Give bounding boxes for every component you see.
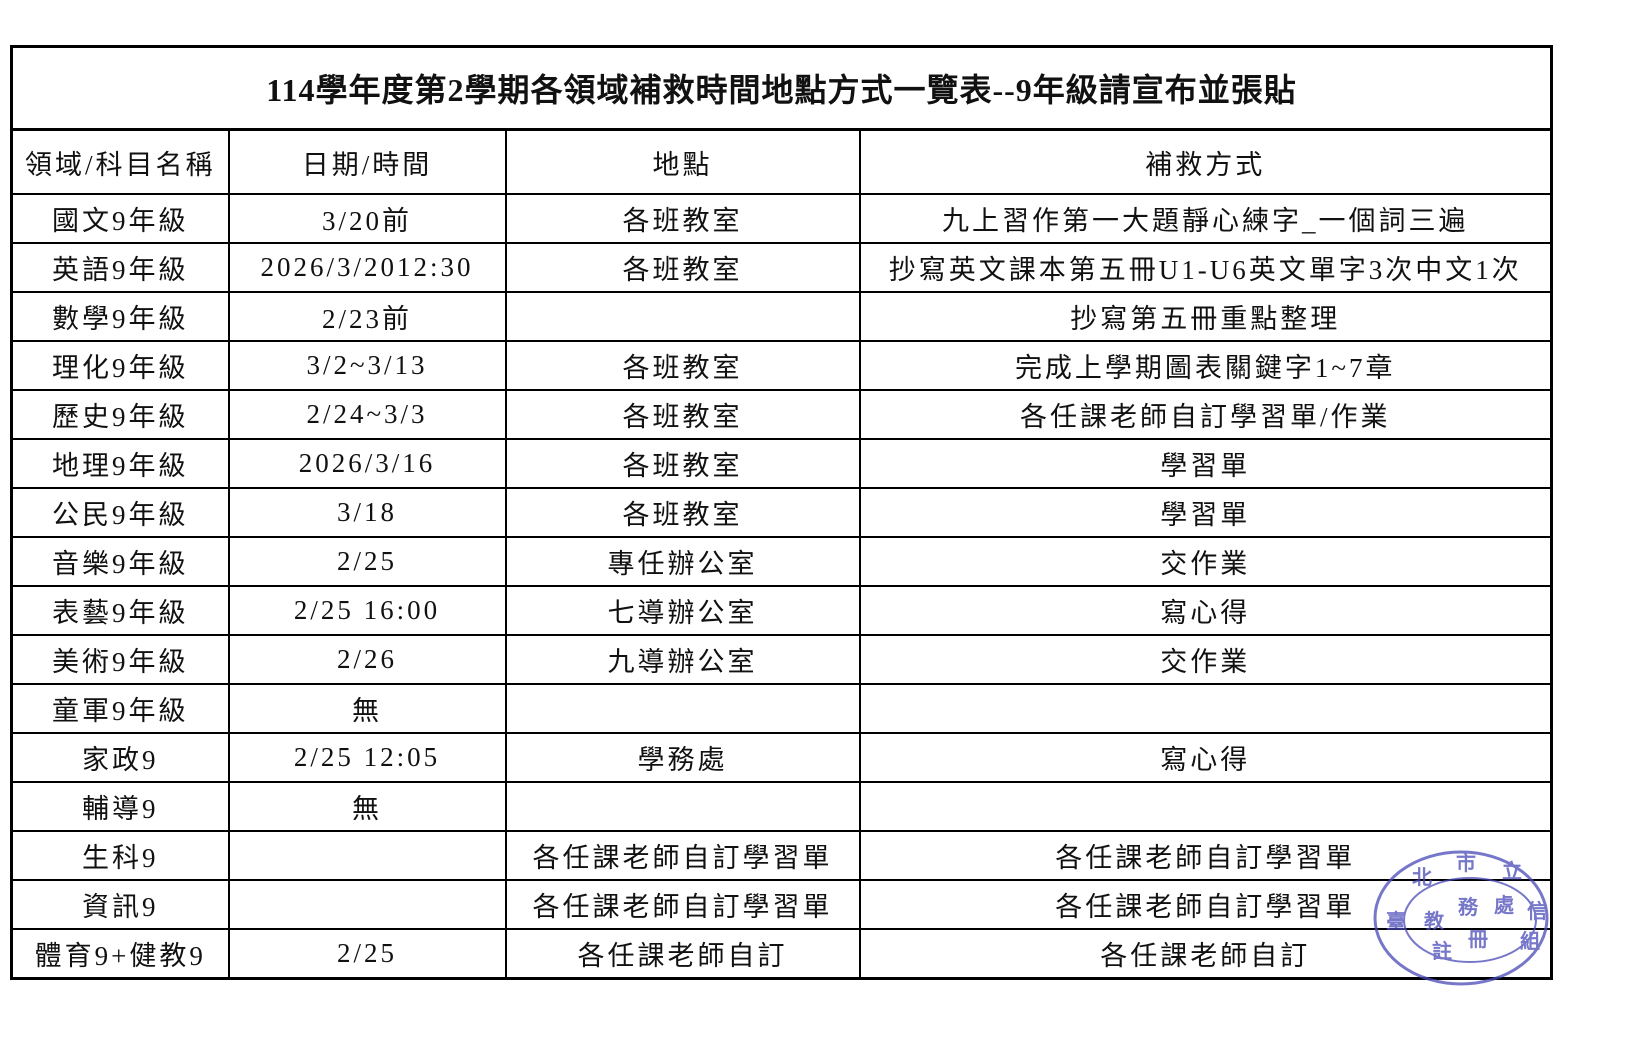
svg-text:冊: 冊 bbox=[1468, 927, 1488, 951]
table-row: 數學9年級 2/23前 抄寫第五冊重點整理 bbox=[10, 291, 1553, 342]
cell-date-time: 無 bbox=[227, 781, 507, 832]
table-row: 歷史9年級 2/24~3/3 各班教室 各任課老師自訂學習單/作業 bbox=[10, 389, 1553, 440]
cell-date-time: 無 bbox=[227, 683, 507, 734]
cell-method bbox=[858, 781, 1553, 832]
svg-text:註: 註 bbox=[1432, 939, 1452, 963]
cell-subject: 英語9年級 bbox=[10, 242, 230, 293]
cell-subject: 生科9 bbox=[10, 830, 230, 881]
cell-method: 各任課老師自訂 bbox=[858, 928, 1553, 980]
cell-method: 各任課老師自訂學習單 bbox=[858, 879, 1553, 930]
cell-location: 七導辦公室 bbox=[504, 585, 861, 636]
cell-location: 各班教室 bbox=[504, 340, 861, 391]
svg-text:處: 處 bbox=[1494, 893, 1514, 917]
cell-method bbox=[858, 683, 1553, 734]
cell-date-time: 2/24~3/3 bbox=[227, 389, 507, 440]
cell-date-time: 2/26 bbox=[227, 634, 507, 685]
cell-subject: 家政9 bbox=[10, 732, 230, 783]
svg-text:市: 市 bbox=[1456, 851, 1476, 875]
cell-subject: 表藝9年級 bbox=[10, 585, 230, 636]
table-row: 表藝9年級 2/25 16:00 七導辦公室 寫心得 bbox=[10, 585, 1553, 636]
cell-subject: 歷史9年級 bbox=[10, 389, 230, 440]
cell-location: 專任辦公室 bbox=[504, 536, 861, 587]
cell-date-time: 3/20前 bbox=[227, 193, 507, 244]
cell-date-time: 3/2~3/13 bbox=[227, 340, 507, 391]
table-row: 輔導9 無 bbox=[10, 781, 1553, 832]
cell-date-time bbox=[227, 879, 507, 930]
cell-subject: 理化9年級 bbox=[10, 340, 230, 391]
cell-subject: 音樂9年級 bbox=[10, 536, 230, 587]
cell-method: 交作業 bbox=[858, 536, 1553, 587]
cell-location: 學務處 bbox=[504, 732, 861, 783]
svg-text:立: 立 bbox=[1502, 859, 1522, 883]
cell-location: 各班教室 bbox=[504, 242, 861, 293]
cell-location: 各班教室 bbox=[504, 193, 861, 244]
cell-date-time: 2026/3/2012:30 bbox=[227, 242, 507, 293]
cell-location: 各任課老師自訂學習單 bbox=[504, 830, 861, 881]
table-row: 理化9年級 3/2~3/13 各班教室 完成上學期圖表關鍵字1~7章 bbox=[10, 340, 1553, 391]
cell-location: 各任課老師自訂 bbox=[504, 928, 861, 980]
cell-method: 學習單 bbox=[858, 487, 1553, 538]
column-header: 地點 bbox=[504, 128, 861, 195]
table-row: 生科9 各任課老師自訂學習單 各任課老師自訂學習單 bbox=[10, 830, 1553, 881]
cell-method: 抄寫英文課本第五冊U1-U6英文單字3次中文1次 bbox=[858, 242, 1553, 293]
cell-date-time bbox=[227, 830, 507, 881]
cell-location bbox=[504, 291, 861, 342]
table-row: 音樂9年級 2/25 專任辦公室 交作業 bbox=[10, 536, 1553, 587]
cell-location: 各班教室 bbox=[504, 487, 861, 538]
cell-subject: 童軍9年級 bbox=[10, 683, 230, 734]
cell-date-time: 2/25 12:05 bbox=[227, 732, 507, 783]
cell-subject: 資訊9 bbox=[10, 879, 230, 930]
table-row: 童軍9年級無 bbox=[10, 683, 1553, 734]
cell-date-time: 2026/3/16 bbox=[227, 438, 507, 489]
cell-method: 各任課老師自訂學習單/作業 bbox=[858, 389, 1553, 440]
column-header: 日期/時間 bbox=[227, 128, 507, 195]
cell-method: 抄寫第五冊重點整理 bbox=[858, 291, 1553, 342]
svg-text:臺: 臺 bbox=[1386, 909, 1406, 933]
cell-date-time: 2/25 bbox=[227, 536, 507, 587]
svg-text:北: 北 bbox=[1412, 865, 1432, 889]
page-title: 114學年度第2學期各領域補救時間地點方式一覽表--9年級請宣布並張貼 bbox=[10, 45, 1553, 131]
header-row: 領域/科目名稱 日期/時間 地點 補救方式 bbox=[10, 128, 1553, 195]
cell-date-time: 2/23前 bbox=[227, 291, 507, 342]
cell-date-time: 2/25 16:00 bbox=[227, 585, 507, 636]
cell-subject: 美術9年級 bbox=[10, 634, 230, 685]
column-header: 領域/科目名稱 bbox=[10, 128, 230, 195]
table-row: 體育9+健教9 2/25 各任課老師自訂 各任課老師自訂 bbox=[10, 928, 1553, 980]
cell-method: 完成上學期圖表關鍵字1~7章 bbox=[858, 340, 1553, 391]
cell-location bbox=[504, 781, 861, 832]
cell-method: 九上習作第一大題靜心練字_一個詞三遍 bbox=[858, 193, 1553, 244]
cell-method: 交作業 bbox=[858, 634, 1553, 685]
svg-text:務: 務 bbox=[1458, 895, 1479, 919]
svg-text:教: 教 bbox=[1424, 909, 1445, 933]
cell-subject: 數學9年級 bbox=[10, 291, 230, 342]
cell-location: 各任課老師自訂學習單 bbox=[504, 879, 861, 930]
cell-location: 各班教室 bbox=[504, 389, 861, 440]
cell-location: 九導辦公室 bbox=[504, 634, 861, 685]
cell-method: 寫心得 bbox=[858, 585, 1553, 636]
svg-text:組: 組 bbox=[1520, 929, 1540, 953]
school-seal-stamp: 臺北市 立 信 教務處 註冊 組 bbox=[1373, 850, 1549, 986]
title-row: 114學年度第2學期各領域補救時間地點方式一覽表--9年級請宣布並張貼 bbox=[10, 45, 1553, 131]
cell-date-time: 3/18 bbox=[227, 487, 507, 538]
cell-subject: 地理9年級 bbox=[10, 438, 230, 489]
svg-text:信: 信 bbox=[1527, 899, 1547, 923]
table-row: 英語9年級 2026/3/2012:30 各班教室 抄寫英文課本第五冊U1-U6英文單… bbox=[10, 242, 1553, 293]
cell-subject: 公民9年級 bbox=[10, 487, 230, 538]
table-row: 公民9年級 3/18 各班教室 學習單 bbox=[10, 487, 1553, 538]
cell-location: 各班教室 bbox=[504, 438, 861, 489]
column-header: 補救方式 bbox=[858, 128, 1553, 195]
cell-location bbox=[504, 683, 861, 734]
cell-subject: 國文9年級 bbox=[10, 193, 230, 244]
remedial-schedule-table: 114學年度第2學期各領域補救時間地點方式一覽表--9年級請宣布並張貼 領域/科… bbox=[10, 45, 1553, 980]
table-row: 美術9年級 2/26 九導辦公室 交作業 bbox=[10, 634, 1553, 685]
cell-method: 寫心得 bbox=[858, 732, 1553, 783]
cell-method: 學習單 bbox=[858, 438, 1553, 489]
table-row: 地理9年級 2026/3/16 各班教室 學習單 bbox=[10, 438, 1553, 489]
cell-subject: 體育9+健教9 bbox=[10, 928, 230, 980]
table-row: 國文9年級 3/20前 各班教室 九上習作第一大題靜心練字_一個詞三遍 bbox=[10, 193, 1553, 244]
cell-date-time: 2/25 bbox=[227, 928, 507, 980]
table-row: 資訊9 各任課老師自訂學習單 各任課老師自訂學習單 bbox=[10, 879, 1553, 930]
cell-subject: 輔導9 bbox=[10, 781, 230, 832]
table-row: 家政9 2/25 12:05 學務處 寫心得 bbox=[10, 732, 1553, 783]
